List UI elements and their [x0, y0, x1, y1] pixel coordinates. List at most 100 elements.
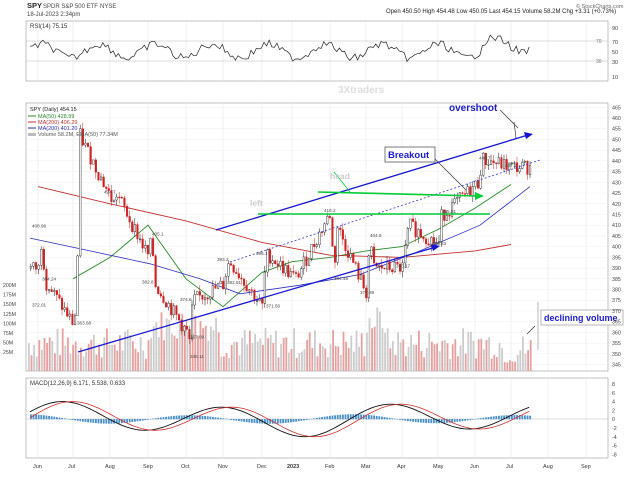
candle-body — [357, 262, 360, 280]
candle-body — [40, 249, 43, 266]
macd-histogram-bar — [95, 419, 97, 424]
volume-bar — [147, 340, 150, 371]
price-tick: 380 — [612, 288, 621, 294]
macd-histogram-bar — [365, 414, 368, 420]
macd-histogram-bar — [152, 418, 154, 420]
candle-body — [497, 157, 500, 164]
candle-body — [97, 172, 100, 181]
macd-histogram-bar — [469, 419, 472, 421]
macd-histogram-bar — [253, 419, 256, 424]
macd-histogram-bar — [238, 419, 240, 422]
candle-body — [183, 325, 186, 332]
candle-body — [167, 303, 170, 308]
candle-body — [227, 263, 230, 277]
volume-bar — [171, 333, 173, 371]
volume-bar — [301, 351, 303, 371]
upper-channel-arrowhead — [524, 132, 533, 139]
candle-body — [289, 271, 292, 278]
candle-body — [131, 221, 134, 233]
candle-body — [334, 246, 337, 263]
volume-tick: 50M — [3, 341, 13, 347]
volume-bar — [28, 343, 30, 371]
time-tick-aug: Aug — [105, 464, 115, 470]
macd-histogram-bar — [495, 416, 498, 420]
volume-bar — [124, 331, 126, 371]
candle-body — [435, 242, 438, 244]
volume-bar — [243, 329, 246, 371]
price-labels: 408.96 384.24 372.01 363.68 424.7 405.1 382.8 3… — [32, 155, 517, 359]
macd-histogram-bar — [401, 419, 404, 421]
volume-bar — [314, 330, 316, 371]
candle-body — [112, 199, 116, 203]
candle-body — [269, 249, 272, 264]
macd-histogram-bar — [329, 415, 331, 420]
trend-lines — [77, 109, 541, 353]
volume-bar — [306, 339, 308, 371]
candle-body — [29, 266, 32, 269]
candle-body — [71, 313, 74, 325]
candle-body — [190, 304, 194, 340]
volume-bar — [277, 357, 280, 371]
volume-bar — [402, 339, 405, 371]
candle-body — [94, 159, 97, 173]
candle-body — [378, 264, 381, 267]
candle-body — [300, 268, 303, 278]
candle-body — [201, 295, 204, 300]
timestamp: 18-Jul-2023 2:34pm — [27, 12, 80, 18]
volume-bar — [316, 356, 319, 371]
price-tick: 465 — [612, 105, 621, 111]
candle-body — [63, 307, 66, 310]
macd-histogram-bar — [136, 419, 139, 422]
volume-bar — [389, 348, 392, 371]
volume-bar — [457, 356, 459, 371]
volume-bar — [103, 337, 106, 371]
volume-bar — [262, 344, 264, 371]
macd-histogram-bar — [526, 415, 529, 420]
volume-bar — [139, 337, 142, 371]
macd-histogram-bar — [448, 419, 451, 423]
candle-body — [477, 180, 480, 189]
series-line-ma-blue — [29, 186, 531, 295]
candle-body — [318, 231, 321, 245]
macd-tick: -4 — [612, 435, 617, 441]
macd-histogram-bar — [56, 417, 58, 420]
macd-histogram-bar — [500, 415, 503, 420]
price-tick: 370 — [612, 309, 621, 315]
macd-label: MACD(12,26,9) 6.171, 5.538, 0.633 — [30, 381, 126, 387]
candle-body — [172, 305, 175, 316]
price-tick: 430 — [612, 180, 621, 186]
candle-body — [482, 152, 485, 176]
candle-body — [427, 243, 430, 246]
candle-body — [391, 269, 394, 273]
price-label: 371.56 — [266, 304, 280, 309]
macd-histogram-bar — [40, 415, 43, 420]
volume-bar — [475, 358, 477, 371]
candle-body — [248, 289, 251, 292]
volume-bar — [516, 355, 519, 371]
macd-histogram-bar — [131, 419, 134, 423]
candle-body — [219, 280, 222, 285]
time-tick-feb: Feb — [325, 464, 334, 470]
macd-histogram-bar — [518, 415, 521, 420]
macd-histogram-bar — [420, 419, 422, 423]
candle-body — [256, 300, 259, 302]
candle-body — [401, 262, 404, 272]
candle-body — [261, 298, 264, 304]
candle-body — [242, 278, 246, 286]
macd-histogram-bar — [105, 419, 108, 424]
volume-bar — [54, 353, 56, 371]
macd-histogram-bar — [230, 419, 232, 420]
macd-histogram-bar — [492, 416, 495, 420]
volume-bar — [236, 342, 238, 371]
candle-body — [66, 307, 69, 317]
candle-body — [175, 305, 178, 315]
volume-bar — [319, 343, 321, 371]
candle-body — [326, 215, 329, 225]
candle-body — [180, 319, 183, 332]
volume-bar — [165, 318, 168, 371]
price-label: 348.11 — [190, 354, 204, 359]
volume-bar — [405, 356, 407, 371]
candle-body — [164, 302, 168, 308]
volume-bar — [230, 344, 233, 371]
chart-frame — [25, 20, 609, 459]
